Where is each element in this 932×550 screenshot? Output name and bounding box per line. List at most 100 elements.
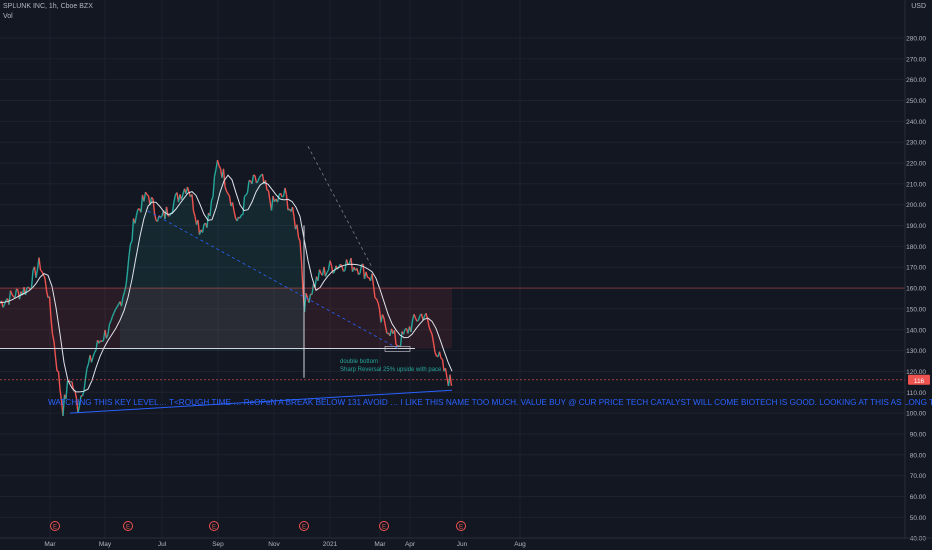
- price-segment: [231, 202, 235, 212]
- gain-area: [120, 160, 304, 351]
- price-segment: [270, 195, 274, 211]
- price-segment: [291, 206, 295, 217]
- price-segment: [377, 302, 381, 310]
- price-axis-label: 240.00: [906, 119, 926, 126]
- price-segment: [129, 240, 133, 245]
- price-segment: [227, 193, 231, 197]
- price-axis-label: 210.00: [906, 181, 926, 188]
- price-segment: [297, 237, 301, 242]
- time-axis-label: Aug: [514, 541, 526, 548]
- price-axis-label: 280.00: [906, 36, 926, 43]
- price-segment: [116, 304, 120, 308]
- price-segment: [0, 300, 4, 308]
- price-segment: [428, 326, 432, 332]
- price-segment: [56, 370, 59, 373]
- price-segment: [431, 334, 435, 343]
- price-segment: [100, 340, 103, 343]
- price-segment: [314, 276, 318, 289]
- price-segment: [105, 334, 109, 339]
- price-segment: [14, 288, 18, 299]
- price-segment: [299, 240, 303, 262]
- price-segment: [318, 269, 322, 274]
- price-segment: [113, 309, 117, 314]
- price-segment: [86, 363, 90, 369]
- earnings-marker-label: E: [382, 525, 386, 531]
- volume-indicator-label[interactable]: Vol: [3, 13, 13, 20]
- price-segment: [225, 190, 229, 194]
- price-axis-label: 260.00: [906, 77, 926, 84]
- price-segment: [332, 271, 336, 274]
- time-axis-label: Mar: [44, 541, 56, 548]
- price-segment: [429, 330, 433, 335]
- price-segment: [8, 290, 12, 305]
- earnings-marker-label: E: [212, 525, 216, 531]
- price-segment: [122, 291, 126, 297]
- price-axis-label: 180.00: [906, 244, 926, 251]
- earnings-marker: [123, 521, 133, 531]
- price-segment: [110, 316, 114, 322]
- price-segment: [395, 343, 398, 347]
- price-segment: [417, 315, 421, 321]
- price-segment: [323, 266, 327, 277]
- time-axis-label: Jun: [457, 541, 468, 548]
- price-axis-label: 80.00: [910, 452, 927, 459]
- price-segment: [375, 298, 379, 303]
- price-segment: [242, 196, 246, 215]
- price-segment: [279, 192, 283, 197]
- moving-average-line: [0, 174, 453, 393]
- price-segment: [296, 224, 300, 238]
- price-segment: [416, 319, 419, 322]
- price-segment: [425, 313, 429, 319]
- price-segment: [59, 389, 63, 401]
- price-segment: [114, 306, 118, 310]
- price-axis-label: 250.00: [906, 98, 926, 105]
- price-segment: [216, 159, 220, 166]
- price-segment: [300, 261, 304, 291]
- price-axis-label: 110.00: [907, 390, 927, 397]
- price-segment: [311, 283, 315, 295]
- price-axis-label: 100.00: [906, 411, 926, 418]
- price-axis-label: 160.00: [906, 286, 926, 293]
- price-segment: [329, 260, 333, 266]
- price-segment: [24, 287, 28, 296]
- price-segment: [104, 329, 108, 339]
- current-price-value: 116: [914, 378, 925, 385]
- price-segment: [239, 214, 243, 219]
- price-segment: [35, 269, 39, 278]
- price-segment: [143, 191, 147, 202]
- price-segment: [186, 186, 190, 193]
- price-segment: [413, 313, 417, 319]
- price-axis-label: 230.00: [906, 140, 926, 147]
- price-segment: [123, 285, 127, 293]
- price-segment: [93, 349, 97, 354]
- price-segment: [134, 214, 138, 224]
- price-axis-label: 170.00: [906, 265, 926, 272]
- price-segment: [228, 195, 232, 207]
- price-segment: [305, 293, 309, 298]
- price-segment: [267, 190, 271, 201]
- price-segment: [308, 293, 312, 303]
- price-segment: [251, 174, 255, 184]
- price-segment: [324, 272, 328, 277]
- earnings-marker-label: E: [126, 525, 130, 531]
- price-segment: [153, 212, 157, 221]
- price-segment: [126, 255, 130, 272]
- price-segment: [441, 359, 445, 372]
- dashed-trendline-2: [307, 146, 373, 268]
- price-segment: [285, 194, 289, 211]
- time-axis-label: Mar: [374, 541, 386, 548]
- price-segment: [266, 189, 269, 192]
- price-segment: [343, 269, 346, 272]
- price-segment: [386, 332, 389, 335]
- price-segment: [381, 314, 385, 319]
- price-segment: [374, 297, 377, 300]
- price-segment: [50, 318, 54, 335]
- price-segment: [410, 320, 414, 333]
- price-axis-label: 120.00: [906, 369, 926, 376]
- price-axis-label: 200.00: [906, 202, 926, 209]
- price-segment: [254, 175, 258, 184]
- price-segment: [246, 180, 250, 193]
- earnings-marker: [299, 521, 309, 531]
- price-segment: [128, 243, 132, 256]
